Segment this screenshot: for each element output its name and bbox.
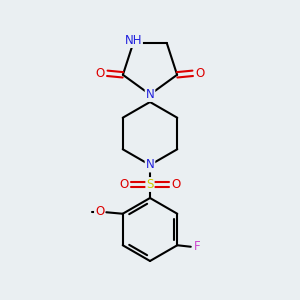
Text: O: O <box>172 178 181 191</box>
Text: N: N <box>146 158 154 172</box>
Text: O: O <box>195 67 204 80</box>
Text: S: S <box>146 178 154 191</box>
Text: O: O <box>119 178 128 191</box>
Text: N: N <box>146 88 154 101</box>
Text: O: O <box>96 67 105 80</box>
Text: F: F <box>194 240 201 253</box>
Text: NH: NH <box>124 34 142 47</box>
Text: O: O <box>95 205 104 218</box>
